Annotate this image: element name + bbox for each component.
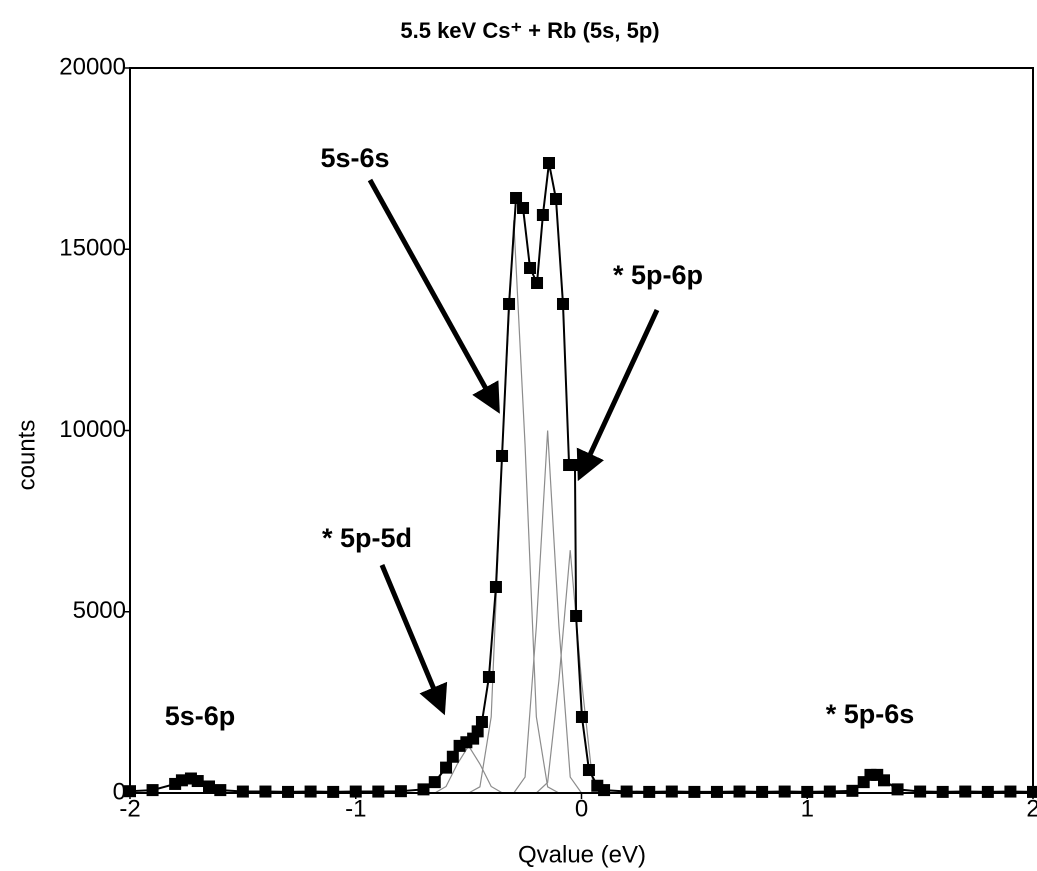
annotation: * 5p-5d <box>322 523 412 553</box>
data-point <box>524 261 537 274</box>
data-point <box>536 208 549 221</box>
y-tick-label: 15000 <box>59 235 126 262</box>
data-point <box>304 785 317 798</box>
data-point <box>556 297 569 310</box>
data-point <box>1004 785 1017 798</box>
data-point <box>327 785 340 798</box>
data-point <box>175 774 188 787</box>
data-point <box>823 785 836 798</box>
y-tick-label: 5000 <box>73 597 126 624</box>
data-point <box>236 785 249 798</box>
data-point <box>959 785 972 798</box>
data-point <box>428 776 441 789</box>
data-point <box>214 784 227 797</box>
chart-title: 5.5 keV Cs⁺ + Rb (5s, 5p) <box>400 18 659 43</box>
data-point <box>259 785 272 798</box>
data-point <box>440 761 453 774</box>
data-point <box>665 785 678 798</box>
fit-line <box>434 220 605 794</box>
x-tick-label: 0 <box>575 795 588 822</box>
annotation: 5s-6p <box>165 701 236 731</box>
annotation: 5s-6s <box>320 143 389 173</box>
data-point <box>598 784 611 797</box>
data-point <box>542 157 555 170</box>
x-tick-label: -2 <box>119 795 140 822</box>
y-tick-label: 10000 <box>59 416 126 443</box>
x-tick-label: 1 <box>801 795 814 822</box>
annotation: * 5p-6s <box>826 699 915 729</box>
arrow <box>379 564 448 716</box>
data-point <box>878 774 891 787</box>
arrow <box>367 178 500 414</box>
data-point <box>570 609 583 622</box>
data-point <box>914 785 927 798</box>
arrow <box>576 308 660 482</box>
x-tick-label: -1 <box>345 795 366 822</box>
data-point <box>510 191 523 204</box>
data-point <box>846 784 859 797</box>
plot-frame <box>129 67 1034 794</box>
data-point <box>756 785 769 798</box>
data-point <box>568 459 581 472</box>
data-point <box>203 780 216 793</box>
annotation: * 5p-6p <box>613 260 703 290</box>
data-point <box>471 725 484 738</box>
data-point <box>489 580 502 593</box>
y-tick-label: 0 <box>113 778 126 805</box>
data-point <box>517 201 530 214</box>
data-point <box>710 785 723 798</box>
data-point <box>778 785 791 798</box>
data-point <box>282 785 295 798</box>
data-point <box>349 785 362 798</box>
data-point <box>981 785 994 798</box>
data-point <box>801 785 814 798</box>
data-point <box>643 785 656 798</box>
data-point <box>936 785 949 798</box>
data-point <box>503 297 516 310</box>
data-point <box>620 785 633 798</box>
data-point <box>575 710 588 723</box>
data-point <box>475 715 488 728</box>
data-point <box>733 785 746 798</box>
data-point <box>531 276 544 289</box>
y-tick-label: 20000 <box>59 53 126 80</box>
plot-area: 0 5000 10000 15000 20000 -2 -1 0 1 2 <box>59 53 1037 822</box>
data-point <box>582 764 595 777</box>
data-point <box>146 784 159 797</box>
data-point <box>372 785 385 798</box>
data-point <box>549 193 562 206</box>
data-point <box>446 750 459 763</box>
data-point <box>394 785 407 798</box>
data-point <box>688 785 701 798</box>
data-line <box>129 162 1034 793</box>
y-axis-label: counts <box>13 420 40 491</box>
data-point <box>482 671 495 683</box>
x-axis-label: Qvalue (eV) <box>518 841 646 868</box>
data-point <box>496 449 509 462</box>
x-tick-label: 2 <box>1026 795 1037 822</box>
data-point <box>191 775 204 788</box>
